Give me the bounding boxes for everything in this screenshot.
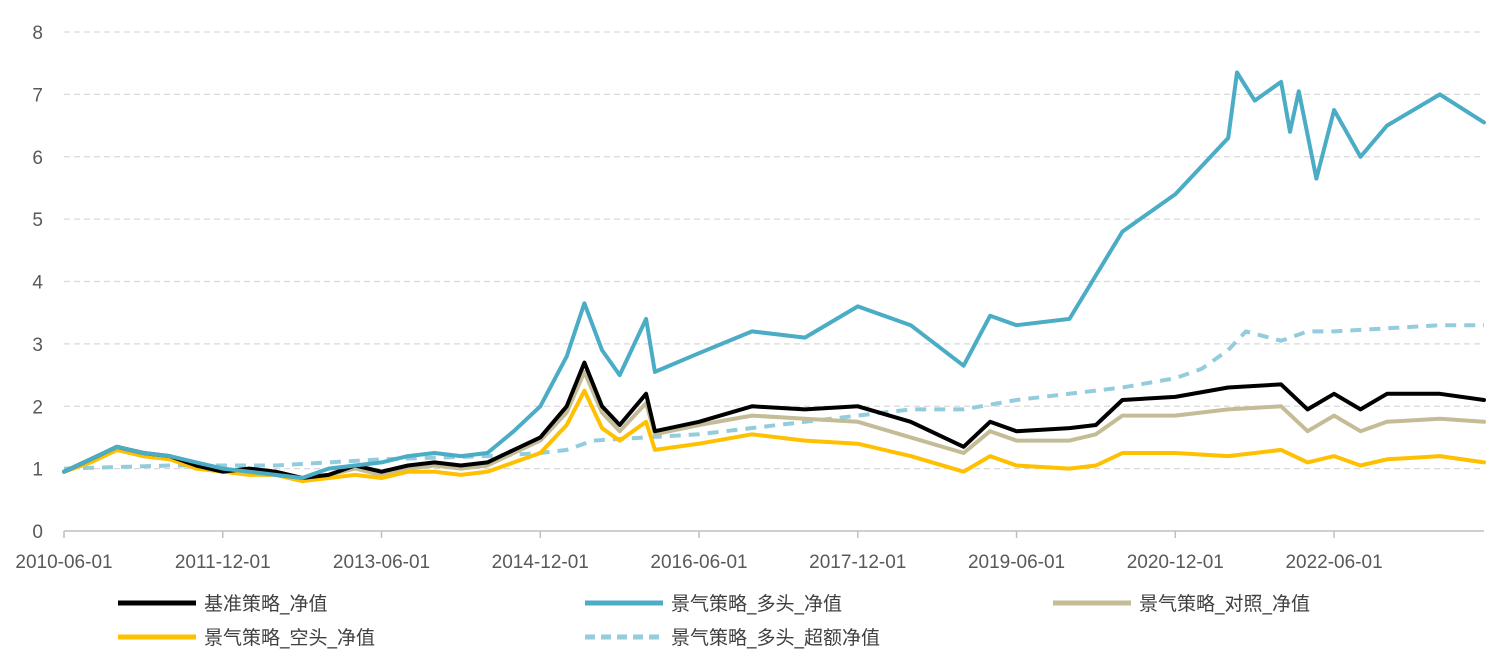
series-line <box>62 70 1486 480</box>
grid-lines <box>64 31 1484 470</box>
x-tick-label: 2010-06-01 <box>15 552 112 573</box>
series-line <box>62 388 1486 484</box>
x-tick-label: 2013-06-01 <box>333 552 430 573</box>
series-lines <box>62 70 1486 484</box>
y-tick-label: 8 <box>32 23 43 44</box>
legend-label: 景气策略_多头_净值 <box>671 593 842 615</box>
y-tick-label: 4 <box>32 273 43 294</box>
y-tick-label: 2 <box>32 397 43 418</box>
x-axis-tick-labels: 2010-06-01 2011-12-01 2013-06-01 2014-12-01… <box>15 552 1382 573</box>
x-tick-label: 2019-06-01 <box>968 552 1065 573</box>
x-tick-label: 2014-12-01 <box>492 552 589 573</box>
series-line <box>63 323 1484 471</box>
legend-label: 景气策略_多头_超额净值 <box>671 627 880 649</box>
y-tick-label: 7 <box>32 85 43 106</box>
x-tick-label: 2017-12-01 <box>809 552 906 573</box>
y-tick-label: 3 <box>32 335 43 356</box>
series-line <box>62 360 1486 480</box>
y-tick-label: 6 <box>32 148 43 169</box>
legend-label: 景气策略_对照_净值 <box>1139 593 1310 615</box>
y-tick-label: 0 <box>32 522 43 543</box>
legend-label: 基准策略_净值 <box>204 593 328 615</box>
x-tick-label: 2011-12-01 <box>175 552 271 573</box>
y-tick-label: 1 <box>32 460 43 481</box>
y-axis-tick-labels: 0 1 2 3 4 5 6 7 8 <box>32 23 43 543</box>
y-tick-label: 5 <box>32 210 43 231</box>
x-axis <box>63 530 1484 538</box>
x-tick-label: 2020-12-01 <box>1127 552 1224 573</box>
legend-label: 景气策略_空头_净值 <box>204 627 375 649</box>
x-tick-label: 2016-06-01 <box>650 552 747 573</box>
x-tick-label: 2022-06-01 <box>1285 552 1382 573</box>
